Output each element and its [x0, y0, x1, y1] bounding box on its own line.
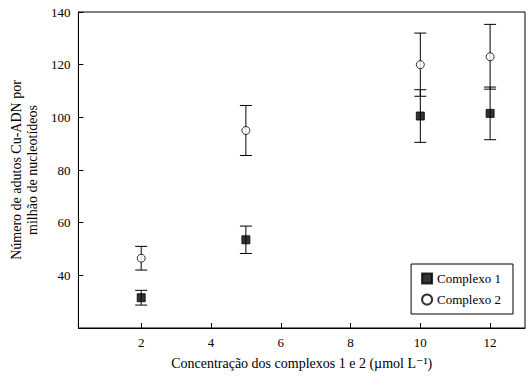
- svg-text:4: 4: [208, 335, 215, 350]
- svg-text:Complexo 1: Complexo 1: [437, 271, 501, 286]
- svg-text:Número de adutos Cu-ADN por: Número de adutos Cu-ADN por: [9, 80, 24, 260]
- svg-text:80: 80: [57, 163, 70, 178]
- svg-text:60: 60: [57, 215, 70, 230]
- svg-text:140: 140: [51, 5, 71, 20]
- svg-text:10: 10: [414, 335, 427, 350]
- svg-text:40: 40: [57, 268, 70, 283]
- svg-text:milhão de nucleotídeos: milhão de nucleotídeos: [25, 105, 40, 235]
- svg-text:8: 8: [347, 335, 354, 350]
- svg-text:12: 12: [484, 335, 497, 350]
- svg-text:2: 2: [138, 335, 145, 350]
- svg-text:6: 6: [278, 335, 285, 350]
- svg-text:Concentração dos complexos 1 e: Concentração dos complexos 1 e 2 (µmol L…: [171, 356, 432, 372]
- svg-text:120: 120: [51, 57, 71, 72]
- svg-text:Complexo 2: Complexo 2: [437, 292, 501, 307]
- svg-text:100: 100: [51, 110, 71, 125]
